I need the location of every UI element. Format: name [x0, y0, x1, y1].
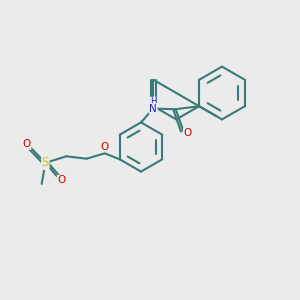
Text: S: S — [42, 156, 49, 170]
Text: N: N — [149, 103, 157, 114]
Text: O: O — [57, 175, 66, 185]
Text: H: H — [150, 97, 156, 106]
Text: O: O — [184, 128, 192, 138]
Text: O: O — [100, 142, 108, 152]
Text: O: O — [22, 139, 31, 149]
